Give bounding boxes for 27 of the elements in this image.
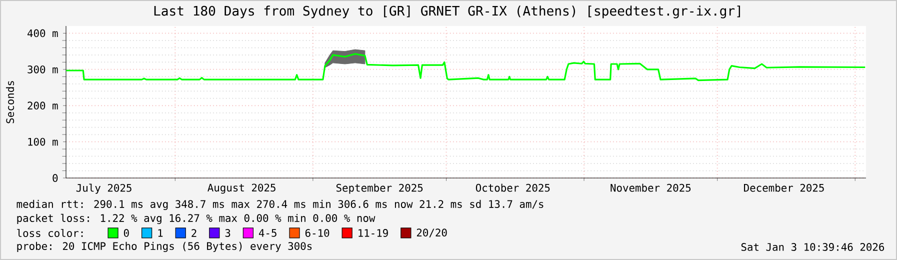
legend-label: 0: [124, 229, 129, 237]
x-tick-label: September 2025: [336, 184, 423, 194]
x-tick-label: October 2025: [476, 184, 550, 192]
text: packet loss: 1.22 % avg 16.27 % max 0.00 % min 0.00 % now: [17, 214, 376, 224]
y-tick-label: 300 m: [28, 65, 58, 74]
x-tick-label: December 2025: [744, 184, 824, 192]
legend-label: 11-19: [358, 229, 388, 237]
legend-label: 20/20: [416, 228, 447, 238]
y-tick-label: 400 m: [28, 29, 58, 38]
y-tick-label: 100 m: [28, 138, 58, 146]
y-tick-label: 0: [52, 174, 58, 182]
legend-label: 2: [192, 229, 196, 237]
y-axis-title: Seconds: [6, 81, 14, 124]
legend-label: 3: [225, 229, 230, 237]
legend-label: 6-10: [305, 229, 330, 237]
x-tick-label: July 2025: [76, 184, 132, 194]
chart-title: Last 180 Days from Sydney to [GR] GRNET GR-IX (Athens) [speedtest.gr-ix.gr]: [154, 6, 740, 18]
text: Sat Jan 3 10:39:46 2026: [741, 243, 884, 251]
legend-label: 4-5: [258, 229, 276, 237]
legend-title: loss color:: [17, 228, 83, 238]
y-tick-label: 200 m: [28, 102, 58, 110]
x-tick-label: August 2025: [208, 184, 276, 194]
line-series: [65, 53, 866, 82]
text: probe: 20 ICMP Echo Pings (56 Bytes) every 300s: [17, 242, 312, 252]
text: median rtt: 290.1 ms avg 348.7 ms max 270.4 ms min 306.6 ms now 21.2 ms sd 13.7 am/s: [16, 200, 544, 210]
legend-label: 1: [158, 229, 163, 237]
x-tick-label: November 2025: [610, 184, 691, 192]
